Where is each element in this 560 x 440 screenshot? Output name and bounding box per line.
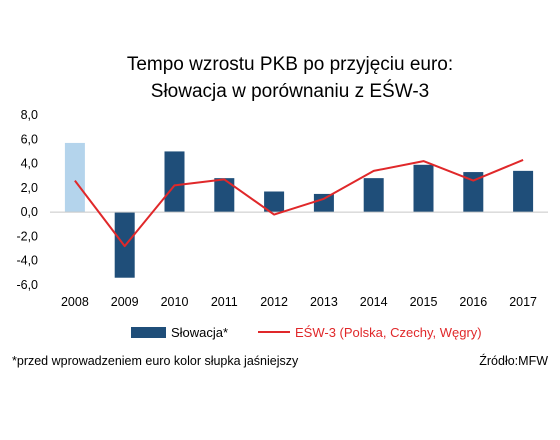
x-tick-label: 2013	[310, 295, 338, 309]
footnote: *przed wprowadzeniem euro kolor słupka j…	[12, 354, 299, 368]
x-axis-ticks: 2008 2009 2010 2011 2012 2013 2014 2015 2016 2017	[61, 295, 537, 309]
legend-swatch-slowacja	[131, 327, 166, 338]
chart-title-line-1: Tempo wzrostu PKB po przyjęciu euro:	[127, 54, 453, 75]
x-tick-label: 2012	[260, 295, 288, 309]
legend: Słowacja* EŚW-3 (Polska, Czechy, Węgry)	[131, 325, 482, 340]
y-axis-ticks: 8,0 6,0 4,0 2,0 0,0 -2,0 -4,0 -6,0	[16, 108, 38, 292]
x-tick-label: 2011	[211, 295, 238, 309]
legend-label-slowacja: Słowacja*	[171, 325, 228, 340]
line-series-esw3	[74, 158, 524, 248]
y-tick-label: 2,0	[21, 181, 38, 195]
y-tick-label: -6,0	[16, 278, 38, 292]
y-tick-label: 6,0	[21, 132, 38, 146]
y-tick-label: -4,0	[16, 254, 38, 268]
bar-slowacja-2010	[164, 151, 185, 213]
bar-slowacja-2012	[264, 191, 285, 213]
bar-series	[64, 142, 534, 278]
bar-slowacja-2017	[513, 170, 534, 213]
y-tick-label: 8,0	[21, 108, 38, 122]
x-tick-label: 2016	[459, 295, 487, 309]
bar-slowacja-2008	[64, 142, 85, 213]
bar-slowacja-2015	[413, 164, 434, 213]
bar-slowacja-2014	[363, 178, 384, 213]
y-tick-label: -2,0	[16, 229, 38, 243]
legend-label-esw3: EŚW-3 (Polska, Czechy, Węgry)	[295, 325, 482, 340]
x-tick-label: 2010	[161, 295, 189, 309]
x-tick-label: 2009	[111, 295, 139, 309]
y-tick-label: 4,0	[21, 157, 38, 171]
x-tick-label: 2015	[410, 295, 438, 309]
bar-slowacja-2011	[214, 178, 235, 213]
source-note: Źródło:MFW	[479, 353, 548, 368]
x-tick-label: 2014	[360, 295, 388, 309]
x-tick-label: 2017	[509, 295, 537, 309]
x-tick-label: 2008	[61, 295, 89, 309]
chart-title-line-2: Słowacja w porównaniu z EŚW-3	[151, 80, 429, 102]
bar-slowacja-2013	[313, 193, 334, 213]
bar-slowacja-2016	[463, 172, 484, 213]
y-tick-label: 0,0	[21, 205, 38, 219]
